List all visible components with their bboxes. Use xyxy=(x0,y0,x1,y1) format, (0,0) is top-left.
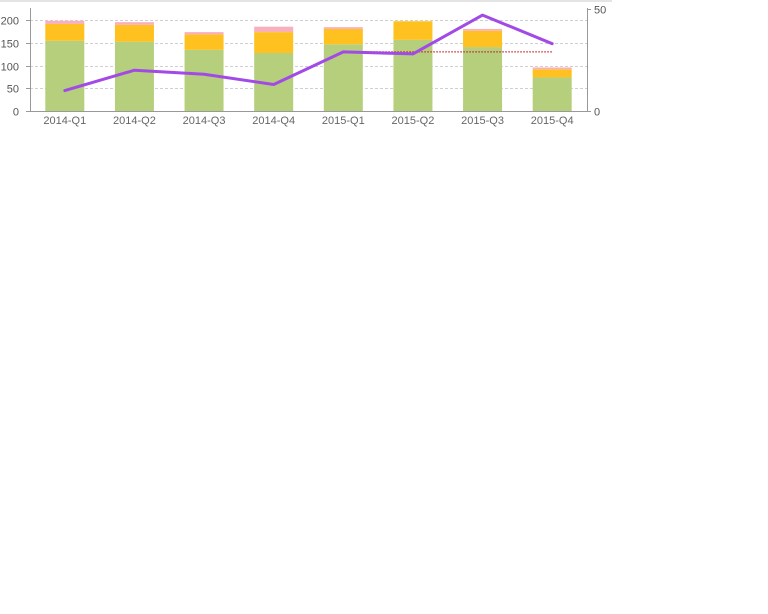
y-left-tick-label: 150 xyxy=(1,39,19,51)
x-tick-label: 2014-Q4 xyxy=(252,115,295,127)
bar-segment xyxy=(254,32,294,53)
bar-segment xyxy=(184,34,224,50)
axis-labels: 0 50 100 150 200 0 50 2014-Q1 2014-Q2 2014-Q3 2014… xyxy=(1,5,607,128)
bar-segment xyxy=(114,22,154,25)
y-right-tick-label: 0 xyxy=(594,107,600,119)
y-left-tick-label: 100 xyxy=(1,62,19,74)
bar-segment xyxy=(184,49,224,111)
bar-segment xyxy=(532,69,572,78)
x-tick-label: 2015-Q2 xyxy=(392,115,435,127)
bar-segment xyxy=(45,40,85,111)
bar-segment xyxy=(532,67,572,70)
bar-segment xyxy=(323,44,363,111)
bar-segment xyxy=(45,20,85,24)
line-series xyxy=(63,13,554,93)
x-tick-label: 2014-Q3 xyxy=(183,115,226,127)
bar-segment xyxy=(114,24,154,42)
gridlines xyxy=(30,20,587,89)
bar-segment xyxy=(463,47,503,111)
bar-segment xyxy=(323,27,363,29)
y-left-tick-label: 200 xyxy=(1,16,19,28)
bar-segment xyxy=(393,21,433,40)
x-tick-label: 2014-Q2 xyxy=(113,115,156,127)
bar-segment xyxy=(463,30,503,48)
bar-segment xyxy=(114,41,154,111)
y-right-tick-label: 50 xyxy=(594,5,606,17)
bar-segment xyxy=(254,26,294,33)
bar-segment xyxy=(393,39,433,111)
bar-segment xyxy=(463,28,503,31)
bar-segment xyxy=(45,23,85,41)
bar-segment xyxy=(532,77,572,111)
axes xyxy=(26,8,591,112)
x-tick-label: 2015-Q4 xyxy=(531,115,574,127)
bars xyxy=(45,20,572,111)
x-tick-label: 2015-Q3 xyxy=(461,115,504,127)
y-left-tick-label: 0 xyxy=(13,107,19,119)
bar-segment xyxy=(323,28,363,45)
line-series-layer xyxy=(63,13,554,93)
x-tick-label: 2014-Q1 xyxy=(43,115,86,127)
x-tick-label: 2015-Q1 xyxy=(322,115,365,127)
y-left-tick-label: 50 xyxy=(7,84,19,96)
bar-segment xyxy=(184,32,224,35)
